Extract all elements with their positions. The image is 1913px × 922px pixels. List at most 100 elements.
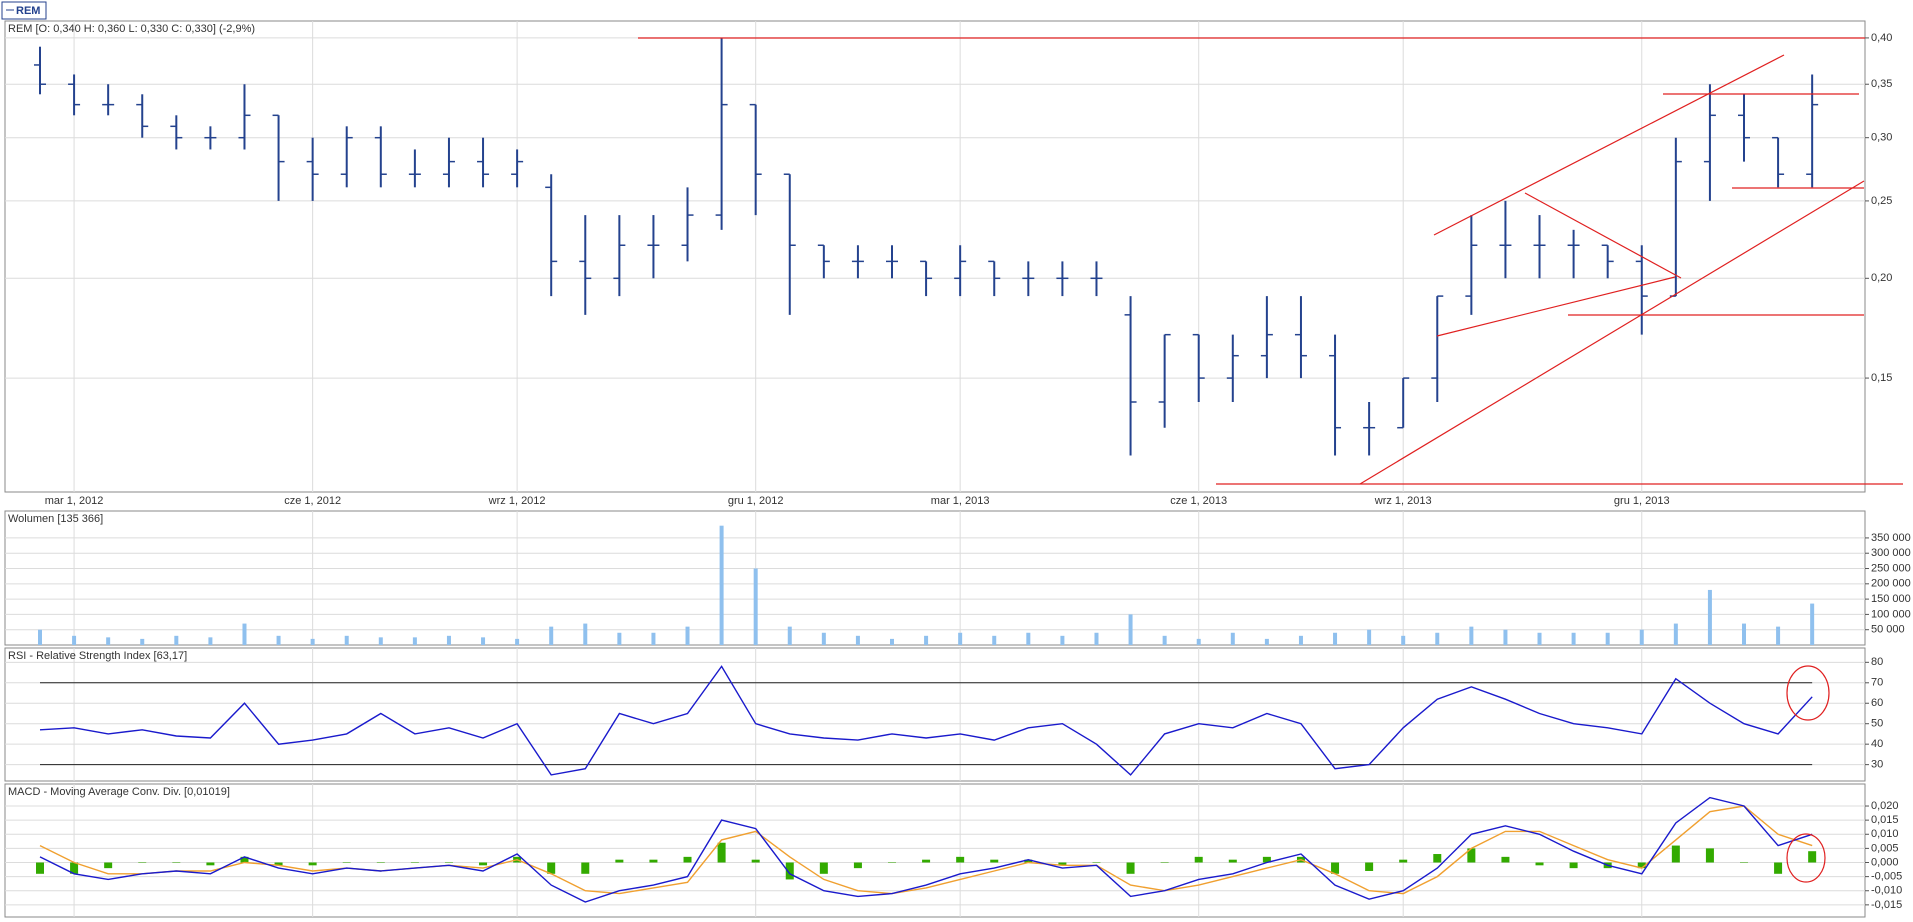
background <box>4 20 1866 918</box>
bar <box>208 637 213 645</box>
bar <box>172 862 181 864</box>
bar <box>274 862 283 866</box>
bar <box>1537 632 1542 645</box>
tab-box[interactable] <box>1 1 47 20</box>
y-tick-label: 300 000 <box>1871 547 1911 559</box>
bar <box>1503 629 1508 645</box>
bar <box>922 859 931 863</box>
y-tick-label: 0,020 <box>1871 800 1899 812</box>
tab[interactable]: REM <box>1 1 47 20</box>
bar <box>1128 614 1133 645</box>
bar <box>481 637 486 645</box>
trend-line <box>1524 192 1682 279</box>
panel-frame <box>4 20 1866 493</box>
bar <box>617 632 622 645</box>
bar <box>140 638 145 645</box>
y-tick-label: 250 000 <box>1871 562 1911 574</box>
bar <box>310 638 315 645</box>
bar <box>1058 862 1067 866</box>
x-tick-label: gru 1, 2013 <box>1614 495 1670 507</box>
bar <box>853 862 862 869</box>
y-tick-label: 30 <box>1871 759 1883 771</box>
bar <box>106 637 111 645</box>
bar <box>240 856 249 863</box>
bar <box>1571 632 1576 645</box>
bar <box>1637 862 1646 869</box>
y-tick-label: 350 000 <box>1871 532 1911 544</box>
x-tick-label: wrz 1, 2012 <box>488 495 546 507</box>
bar <box>992 635 997 645</box>
x-tick-label: cze 1, 2013 <box>1170 495 1227 507</box>
panel-frame <box>4 647 1866 782</box>
bar <box>104 862 113 869</box>
bar <box>1196 638 1201 645</box>
bar <box>1501 856 1510 863</box>
bar <box>1060 635 1065 645</box>
bar <box>1194 856 1203 863</box>
bar <box>1160 862 1169 864</box>
bar <box>412 637 417 645</box>
bar <box>549 626 554 645</box>
bar <box>1467 848 1476 863</box>
bar <box>38 629 42 645</box>
bar <box>276 635 281 645</box>
bar <box>1707 589 1712 645</box>
y-tick-label: 0,20 <box>1871 272 1892 284</box>
tab-label[interactable]: REM <box>16 5 40 17</box>
bar <box>446 635 451 645</box>
y-tick-label: 200 000 <box>1871 578 1911 590</box>
x-tick-label: wrz 1, 2013 <box>1374 495 1432 507</box>
bar <box>1401 635 1406 645</box>
bar <box>1435 632 1440 645</box>
bar <box>410 862 419 864</box>
bar <box>649 859 658 863</box>
bar <box>1162 635 1167 645</box>
y-tick-label: 0,010 <box>1871 828 1899 840</box>
bar <box>583 623 588 645</box>
y-tick-label: 0,005 <box>1871 842 1899 854</box>
highlight-circle <box>1786 833 1826 883</box>
bar <box>685 626 690 645</box>
y-tick-label: 0,25 <box>1871 195 1892 207</box>
bar <box>1469 626 1474 645</box>
bar <box>1569 862 1578 869</box>
bar <box>1742 623 1746 645</box>
bar <box>1705 848 1714 863</box>
bar <box>515 638 520 645</box>
trend-line <box>1436 276 1676 337</box>
bar <box>958 632 963 645</box>
series-line <box>39 665 1813 776</box>
bar <box>717 842 726 863</box>
bar <box>1776 626 1781 645</box>
bar <box>1673 623 1678 645</box>
y-tick-label: 0,30 <box>1871 132 1892 144</box>
bar <box>1671 845 1680 863</box>
bar <box>615 859 624 863</box>
bar <box>547 862 556 874</box>
bar <box>821 632 826 645</box>
x-tick-label: gru 1, 2012 <box>728 495 784 507</box>
series-line <box>39 805 1813 895</box>
bar <box>581 862 590 874</box>
x-tick-label: cze 1, 2012 <box>284 495 341 507</box>
y-tick-label: -0,005 <box>1871 871 1902 883</box>
bar <box>1774 862 1783 874</box>
bar <box>174 635 179 645</box>
trend-line <box>1359 180 1865 485</box>
bar <box>719 525 724 645</box>
y-tick-label: 0,40 <box>1871 32 1892 44</box>
bar <box>1333 632 1338 645</box>
y-tick-label: 0,35 <box>1871 78 1892 90</box>
y-tick-label: 150 000 <box>1871 593 1911 605</box>
bar <box>785 862 794 880</box>
bar <box>1126 862 1135 874</box>
bar <box>1026 632 1031 645</box>
annotations <box>638 37 1903 883</box>
bar <box>990 859 999 863</box>
bar <box>1808 851 1817 863</box>
bar <box>753 568 758 645</box>
panel-title: RSI - Relative Strength Index [63,17] <box>8 650 187 662</box>
y-tick-label: -0,010 <box>1871 885 1902 897</box>
bar <box>1024 859 1033 863</box>
